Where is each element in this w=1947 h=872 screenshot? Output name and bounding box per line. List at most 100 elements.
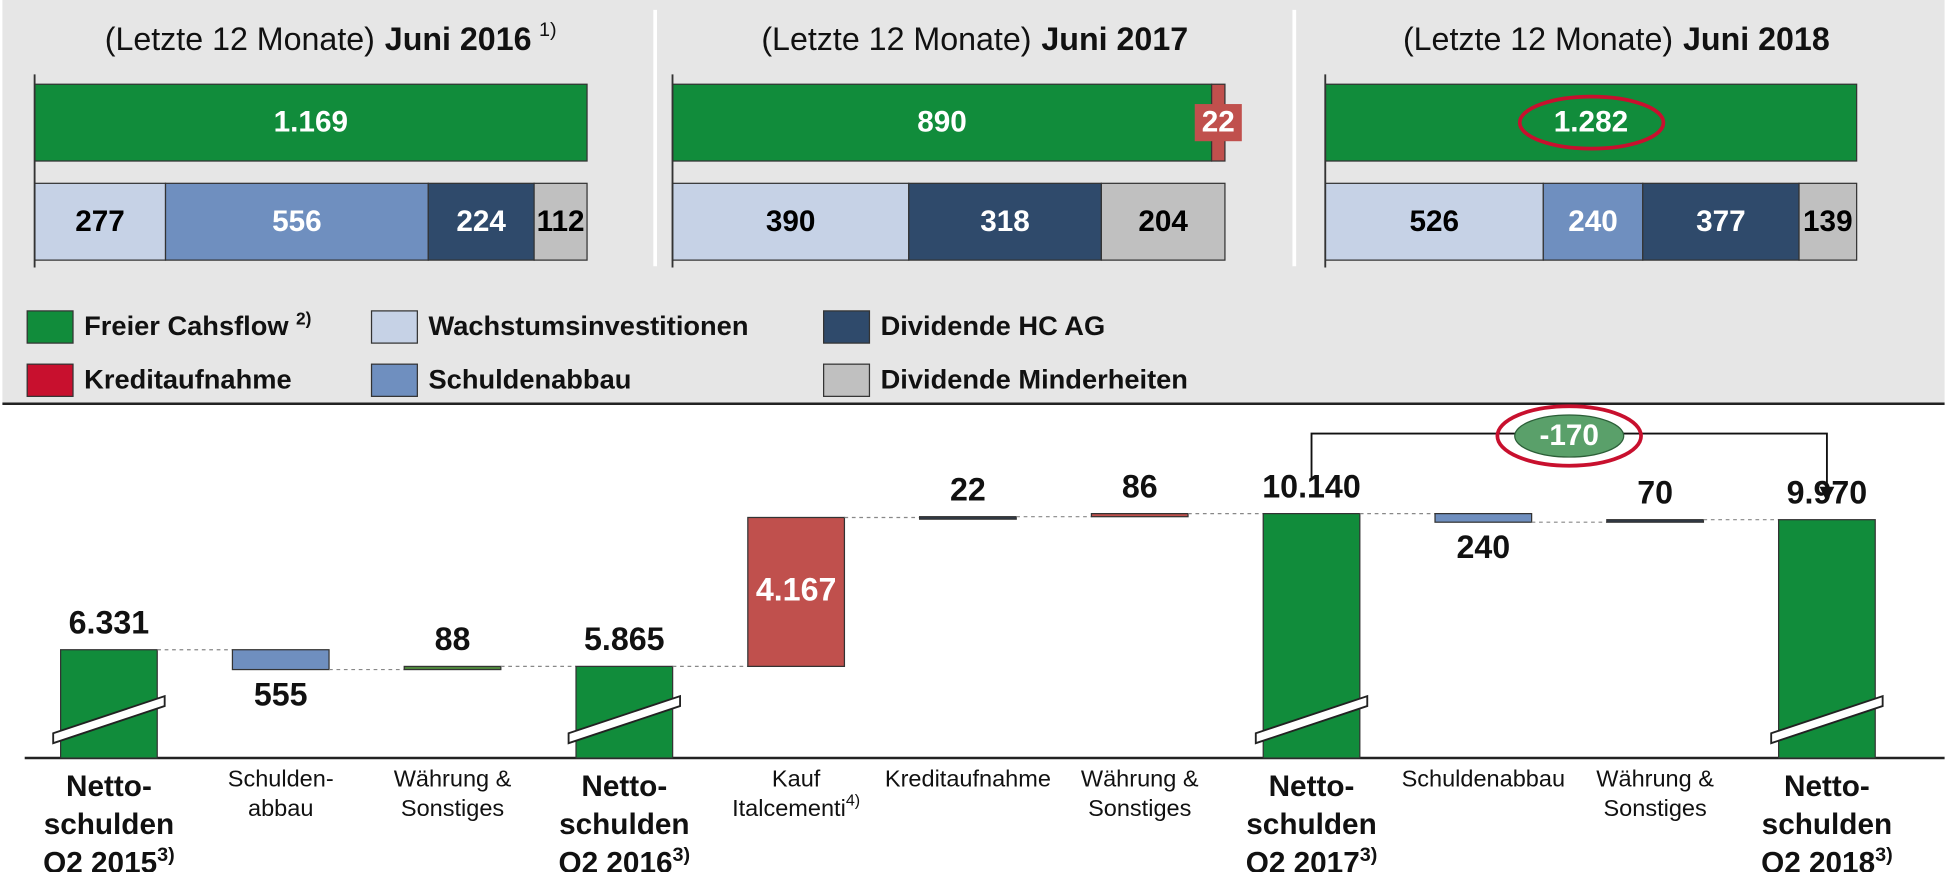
category-label: Schulden-abbau: [228, 766, 334, 822]
data-label: 139: [1803, 205, 1853, 238]
legend-swatch: [26, 310, 74, 344]
legend-label: Schuldenabbau: [429, 364, 632, 395]
title-prefix: (Letzte 12 Monate): [105, 20, 375, 56]
category-line: Italcementi: [732, 795, 846, 821]
legend-label: Freier Cahsflow 2): [84, 308, 311, 341]
category-line: Sonstiges: [1088, 795, 1191, 821]
bar-segment: [1798, 182, 1858, 261]
waterfall-bar: [231, 649, 330, 671]
legend-label: Dividende HC AG: [881, 310, 1106, 341]
data-label: 224: [456, 205, 506, 238]
data-label: 88: [435, 621, 471, 657]
label-background: [1194, 104, 1242, 142]
bar-segment: [1642, 182, 1800, 261]
legend-note: 2): [296, 308, 311, 328]
data-label: 890: [917, 106, 967, 139]
legend-swatch: [823, 310, 871, 344]
data-label: 86: [1122, 468, 1158, 504]
category-line: Währung &: [1081, 766, 1199, 792]
data-label: 240: [1456, 529, 1510, 565]
data-label: 4.167: [756, 571, 837, 607]
category-note: 4): [846, 792, 860, 810]
legend-name: Freier Cahsflow: [84, 310, 289, 341]
bar-segment: [671, 83, 1213, 162]
legend-name: Dividende Minderheiten: [881, 364, 1188, 395]
category-line: Q2 2018: [1761, 846, 1875, 872]
category-line: Netto-: [1784, 770, 1870, 803]
bar-segment: [427, 182, 535, 261]
waterfall-bar: [747, 516, 846, 668]
legend-label: Wachstumsinvestitionen: [429, 310, 749, 341]
category-line: Währung &: [394, 766, 512, 792]
bar-segment: [164, 182, 429, 261]
category-line: Sonstiges: [1603, 795, 1706, 821]
category-line: Schuldenabbau: [1402, 766, 1565, 792]
category-label: Netto-schulden Q2 20153): [43, 770, 175, 872]
category-note: 3): [1875, 844, 1893, 866]
category-label: Kauf Italcementi4): [732, 766, 860, 822]
category-label: Netto-schulden Q2 20183): [1761, 770, 1893, 872]
category-label: Währung & Sonstiges: [1596, 766, 1714, 822]
legend-name: Wachstumsinvestitionen: [429, 310, 749, 341]
waterfall-bar: [1434, 512, 1533, 523]
category-label: Schuldenabbau: [1402, 766, 1565, 792]
data-label: 526: [1409, 205, 1459, 238]
bar-segment: [908, 182, 1102, 261]
data-label: 112: [537, 205, 585, 238]
category-line: Kreditaufnahme: [885, 766, 1051, 792]
category-line: Netto-: [66, 770, 152, 803]
category-line: Netto-: [581, 770, 667, 803]
title-main: Juni 2017: [1041, 20, 1188, 56]
bar-segment: [1100, 182, 1226, 261]
waterfall-bar: [1090, 512, 1189, 518]
axis-break: [1770, 694, 1884, 745]
category-line: Kauf: [772, 766, 821, 792]
legend-swatch: [370, 363, 418, 397]
category-line: Sonstiges: [401, 795, 504, 821]
waterfall-bar: [1606, 519, 1705, 523]
category-label: Kreditaufnahme: [885, 766, 1051, 792]
legend-name: Schuldenabbau: [429, 364, 632, 395]
legend-label: Dividende Minderheiten: [881, 364, 1188, 395]
category-line: Schulden-: [228, 766, 334, 792]
bar-segment: [1324, 182, 1544, 261]
category-line: abbau: [248, 795, 313, 821]
legend-swatch: [823, 363, 871, 397]
category-line: Währung &: [1596, 766, 1714, 792]
label-background: [537, 203, 585, 241]
data-label: 1.282: [1554, 106, 1628, 139]
bar-segment: [33, 182, 167, 261]
data-label: 22: [1202, 106, 1235, 139]
axis-break: [1254, 694, 1369, 745]
data-label: 5.865: [584, 621, 665, 657]
category-line: Q2 2016: [559, 846, 673, 872]
category-note: 3): [157, 844, 175, 866]
axis-break: [567, 694, 681, 745]
panel-title: (Letzte 12 Monate) Juni 2017: [761, 20, 1188, 56]
data-label: 555: [254, 676, 308, 712]
title-main: Juni 2018: [1683, 20, 1830, 56]
data-label: 240: [1568, 205, 1618, 238]
waterfall-bar: [918, 516, 1017, 520]
data-label: 318: [980, 205, 1030, 238]
title-prefix: (Letzte 12 Monate): [761, 20, 1031, 56]
data-label: 1.169: [274, 106, 348, 139]
category-line: schulden: [1246, 808, 1376, 841]
category-label: Netto-schulden Q2 20173): [1246, 770, 1378, 872]
bar-segment: [671, 182, 910, 261]
highlight-ring: [1517, 94, 1666, 151]
legend-swatch: [370, 310, 418, 344]
category-line: Q2 2017: [1246, 846, 1360, 872]
panel-title: (Letzte 12 Monate) Juni 2016 1): [105, 19, 557, 56]
data-label: 277: [75, 205, 125, 238]
waterfall-bar: [403, 665, 502, 671]
data-label: 556: [272, 205, 322, 238]
annotation-text: -170: [1539, 419, 1598, 452]
data-label: 70: [1637, 474, 1673, 510]
category-label: Netto-schulden Q2 20163): [559, 770, 691, 872]
panel-title: (Letzte 12 Monate) Juni 2018: [1403, 20, 1830, 56]
data-label: 204: [1138, 205, 1188, 238]
category-line: Netto-: [1269, 770, 1355, 803]
category-line: Q2 2015: [43, 846, 157, 872]
